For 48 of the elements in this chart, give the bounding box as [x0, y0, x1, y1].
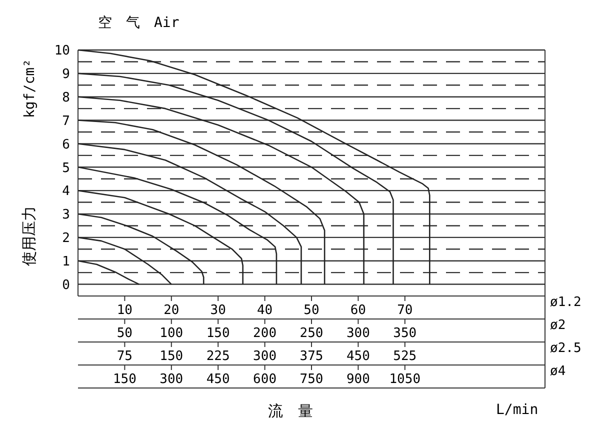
y-tick-label: 8 [62, 90, 70, 106]
x-axis-title: 流 量 [268, 402, 313, 421]
x2-tick-label: 250 [300, 326, 324, 341]
text: ø4 [550, 364, 566, 379]
text: 375 [300, 349, 324, 364]
text: 450 [206, 372, 230, 387]
text: 225 [206, 349, 230, 364]
y-tick-label: 5 [62, 160, 70, 176]
x-tick-label: 20 [164, 303, 180, 318]
y-tick-label: 4 [62, 184, 70, 200]
text: 75 [116, 349, 133, 364]
y-tick-label: 6 [62, 137, 70, 152]
text: 750 [300, 372, 324, 387]
x-tick-label: 30 [210, 303, 226, 318]
y-axis-title: 使用压力 [20, 206, 39, 266]
text: L/min [496, 402, 538, 418]
x2-tick-label: 200 [253, 326, 277, 341]
y-tick-label: 10 [54, 44, 70, 59]
x-tick-label: 50 [304, 303, 320, 318]
text: 450 [346, 349, 370, 364]
text: 150 [160, 349, 184, 364]
x2-tick-label: 50 [116, 326, 133, 341]
x2-tick-label: 150 [206, 326, 230, 341]
text: ø1.2 [550, 295, 582, 310]
x-tick-label: 40 [256, 303, 273, 318]
x2-tick-label: 300 [346, 326, 370, 341]
y-tick-label: 9 [62, 67, 70, 82]
x2-tick-label: 100 [160, 326, 184, 341]
text: 300 [160, 372, 184, 387]
y-tick-label: 7 [62, 114, 70, 129]
text: 300 [253, 349, 277, 364]
text: 525 [393, 349, 417, 364]
y-tick-label: 3 [62, 208, 70, 223]
text: 900 [346, 372, 370, 387]
x2-tick-label: 350 [393, 326, 417, 341]
text: ø2.5 [550, 341, 582, 356]
text: 600 [253, 372, 277, 387]
x-tick-label: 60 [350, 303, 366, 318]
chart-title: 空 气 Air [98, 14, 180, 32]
x2-axis-title: ø2 [550, 318, 566, 333]
text: 1050 [389, 372, 421, 387]
x-tick-label: 10 [116, 303, 133, 318]
y-tick-label: 0 [62, 278, 70, 293]
text: kgf/cm² [22, 58, 38, 118]
x-tick-label: 70 [397, 303, 413, 318]
y-tick-label: 2 [62, 231, 70, 246]
y-tick-label: 1 [62, 254, 70, 270]
text: 150 [112, 372, 136, 387]
